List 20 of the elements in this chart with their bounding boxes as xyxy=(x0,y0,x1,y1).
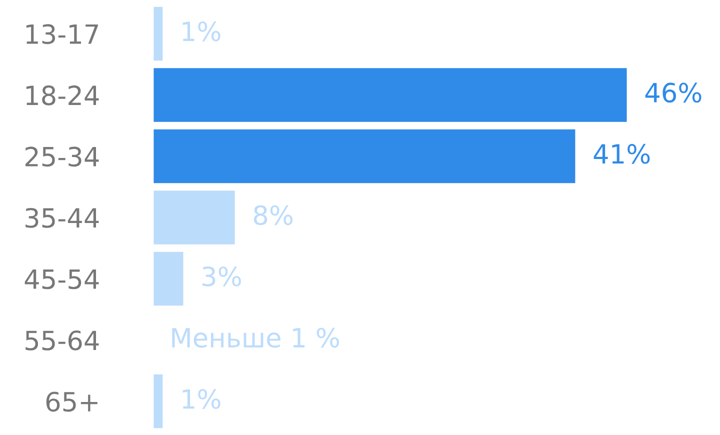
bar xyxy=(153,66,628,124)
data-label: 46% xyxy=(645,82,702,103)
y-tick-label: 13-17 xyxy=(26,24,98,44)
y-tick-label: 35-44 xyxy=(26,208,99,228)
bar xyxy=(153,250,185,308)
data-label: 8% xyxy=(254,205,293,226)
bar xyxy=(153,189,236,246)
bar xyxy=(153,373,164,430)
data-label: 1% xyxy=(182,389,220,409)
y-tick-label: 45-54 xyxy=(24,270,99,290)
data-label: 1% xyxy=(182,21,220,42)
bar xyxy=(153,5,164,62)
data-label: 3% xyxy=(202,266,241,286)
bar xyxy=(153,128,577,184)
text: Меньше 1 % xyxy=(172,328,339,348)
data-label: 41% xyxy=(594,144,650,164)
y-tick-label: 65+ xyxy=(46,392,98,412)
y-tick-label: 25-34 xyxy=(25,146,99,167)
y-tick-label: 55-64 xyxy=(26,330,99,350)
y-tick-label: 18-24 xyxy=(26,85,99,106)
